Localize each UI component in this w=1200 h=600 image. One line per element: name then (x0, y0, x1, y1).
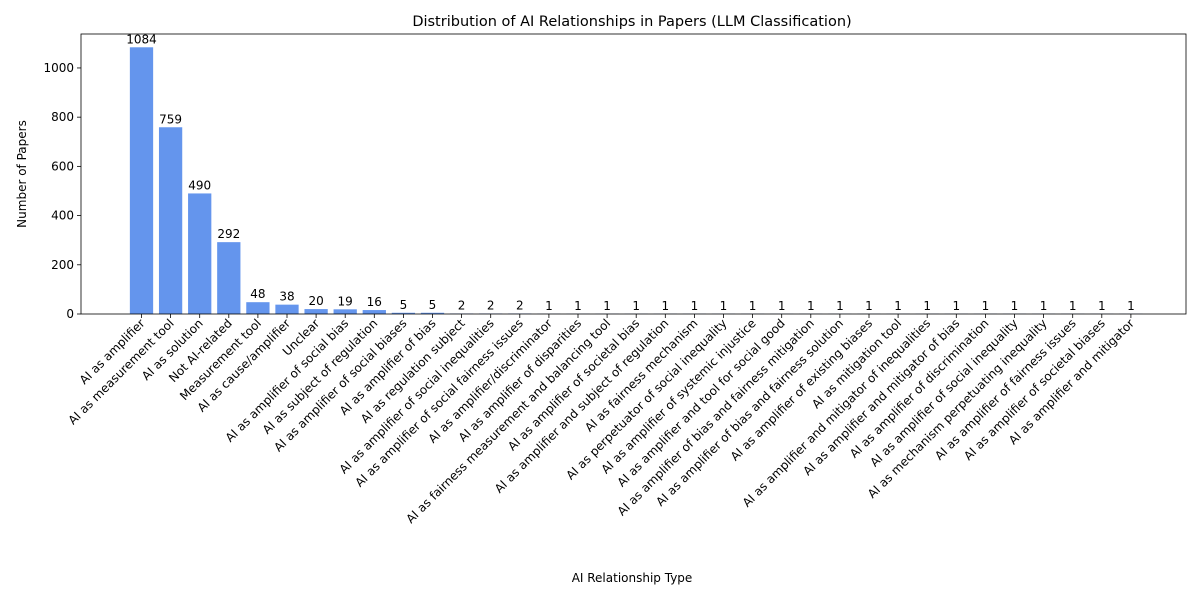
bar-value-label: 1 (982, 299, 990, 313)
bar-value-label: 1 (807, 299, 815, 313)
bar-value-label: 1 (1040, 299, 1048, 313)
y-axis: 0 200 400 600 800 1000 (43, 61, 81, 321)
bar-value-label: 1 (603, 299, 611, 313)
x-axis-label: AI Relationship Type (572, 571, 693, 585)
bar-value-label: 1 (952, 299, 960, 313)
bar-value-label: 1 (545, 299, 553, 313)
bar (158, 127, 183, 315)
bar (129, 47, 154, 314)
bar-value-label: 1 (574, 299, 582, 313)
bar (246, 302, 270, 314)
bar (304, 309, 328, 314)
bar-value-label: 1 (720, 299, 728, 313)
y-tick-label: 600 (51, 159, 74, 173)
bar-value-label: 292 (217, 227, 240, 241)
y-tick-label: 200 (51, 258, 74, 272)
bar-value-label: 1 (865, 299, 873, 313)
y-tick-label: 0 (66, 307, 74, 321)
bar-value-label: 1 (691, 299, 699, 313)
bar-value-label: 16 (367, 295, 382, 309)
bar-value-label: 5 (429, 298, 437, 312)
bar (362, 310, 386, 314)
y-tick-label: 400 (51, 209, 74, 223)
bar-value-label: 1 (1127, 299, 1135, 313)
y-tick-label: 800 (51, 110, 74, 124)
plot-area: 1084 759 490 292 48 38 20 19 16 5 5 2 2 2 1 1 1 1 1 1 1 1 1 1 1 1… (80, 32, 1187, 315)
bar (275, 304, 299, 314)
bar-value-label: 48 (250, 287, 265, 301)
bar (420, 312, 445, 314)
bar-value-label: 759 (159, 112, 182, 126)
y-axis-label: Number of Papers (15, 120, 29, 228)
bar-value-label: 1 (923, 299, 931, 313)
bar-value-label: 2 (458, 299, 466, 313)
bar-value-label: 1 (1098, 299, 1106, 313)
bar-value-label: 2 (487, 299, 495, 313)
bar-value-label: 1 (632, 299, 640, 313)
y-tick-label: 1000 (43, 61, 74, 75)
bar-value-label: 1 (836, 299, 844, 313)
bar (217, 242, 241, 314)
bar-value-label: 1 (1011, 299, 1019, 313)
bar-value-label: 5 (400, 298, 408, 312)
bar (391, 312, 416, 314)
bar-value-label: 2 (516, 299, 524, 313)
bar (188, 193, 212, 314)
bar-value-label: 1 (749, 299, 757, 313)
bar (333, 309, 357, 314)
axes-frame (80, 33, 1187, 315)
bar-value-label: 1 (778, 299, 786, 313)
bar-value-label: 19 (338, 294, 353, 308)
bar-value-label: 38 (279, 290, 294, 304)
bar-value-label: 20 (308, 294, 323, 308)
bar-value-label: 1 (894, 299, 902, 313)
chart-title: Distribution of AI Relationships in Pape… (412, 14, 851, 30)
bar-value-label: 1 (1069, 299, 1077, 313)
bar-value-label: 490 (188, 178, 211, 192)
bar-value-label: 1 (661, 299, 669, 313)
bar-value-label: 1084 (126, 32, 157, 46)
